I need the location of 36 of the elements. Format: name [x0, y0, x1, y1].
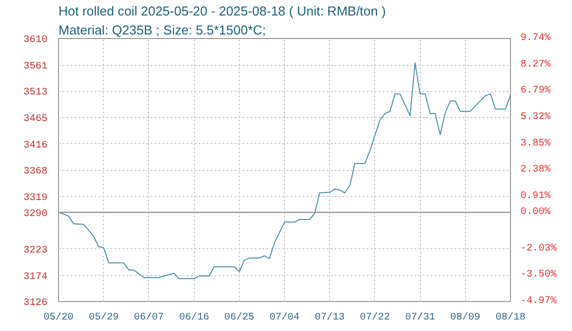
x-tick-label: 06/16	[179, 312, 210, 324]
x-tick-label: 06/25	[224, 312, 254, 324]
y-tick-label: 3610	[23, 35, 48, 46]
y2-tick-label: 9.74%	[520, 33, 551, 44]
y2-tick-label: -4.97%	[520, 296, 557, 307]
y-tick-label: 3368	[23, 166, 48, 178]
y2-tick-label: 8.27%	[520, 59, 551, 70]
y-tick-label: 3290	[23, 208, 48, 220]
y-tick-label: 3561	[23, 62, 48, 73]
x-tick-label: 07/22	[360, 312, 390, 324]
y-tick-label: 3465	[23, 114, 48, 125]
y2-tick-label: 0.91%	[520, 190, 551, 202]
x-tick-label: 07/13	[314, 312, 345, 324]
x-tick-label: 05/29	[88, 312, 119, 324]
x-tick-label: 06/07	[134, 312, 164, 324]
x-tick-label: 08/09	[450, 312, 480, 324]
x-tick-label: 08/18	[496, 312, 526, 324]
y-tick-label: 3174	[23, 272, 48, 283]
y2-tick-label: 6.79%	[520, 86, 551, 97]
y2-tick-label: 5.32%	[520, 112, 551, 124]
x-tick-label: 05/20	[44, 312, 74, 324]
line-series	[58, 62, 510, 280]
y-tick-label: 3416	[23, 140, 48, 152]
y-tick-label: 3126	[23, 298, 48, 309]
chart-title: Hot rolled coil 2025-05-20 - 2025-08-18 ( Unit: RMB/ton )	[58, 4, 386, 18]
y2-tick-label: 2.38%	[520, 164, 551, 176]
y2-tick-label: -3.50%	[520, 270, 557, 281]
y2-tick-label: 3.85%	[520, 138, 551, 150]
y2-tick-label: -2.03%	[520, 243, 557, 254]
x-tick-label: 07/31	[405, 312, 436, 324]
y-tick-label: 3223	[23, 245, 48, 256]
y2-tick-label: 0.00%	[520, 207, 551, 218]
y-tick-label: 3513	[23, 88, 48, 99]
chart-subtitle: Material: Q235B ; Size: 5.5*1500*C;	[58, 22, 266, 38]
x-tick-label: 07/04	[270, 312, 300, 324]
y-tick-label: 3319	[23, 193, 48, 204]
